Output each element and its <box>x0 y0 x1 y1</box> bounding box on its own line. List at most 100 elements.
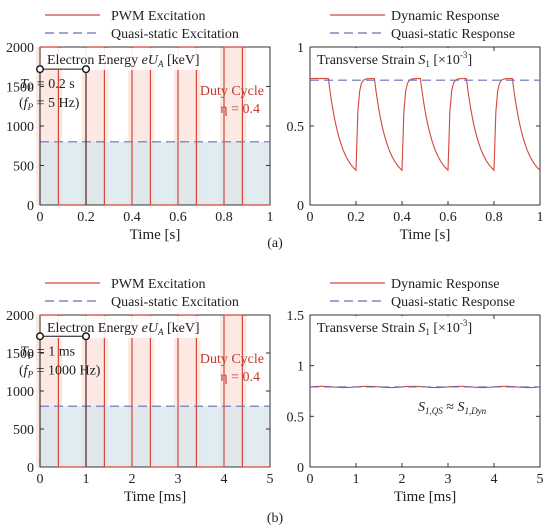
duty-cycle-value: η = 0.4 <box>220 102 260 117</box>
y-tick-label: 2000 <box>6 41 34 56</box>
x-tick-label: 3 <box>175 472 182 487</box>
chart-transverse-strain-a: 0 0.2 0.4 0.6 0.8 1 0 0.5 1 Time [s] Transverse St… <box>287 41 544 243</box>
title-symbol: S <box>418 321 425 336</box>
title-backing <box>311 316 481 338</box>
title-unit: [keV] <box>163 53 199 68</box>
x-tick-label: 4 <box>491 472 498 487</box>
y-tick-label: 500 <box>13 423 34 438</box>
x-tick-label: 0.6 <box>439 210 457 225</box>
quasi-static-area <box>40 141 270 205</box>
duty-cycle-value: η = 0.4 <box>220 370 260 385</box>
title-subscript: 1 <box>425 327 430 337</box>
duty-cycle-label: Duty Cycle <box>200 352 264 367</box>
x-tick-label: 0.8 <box>485 210 503 225</box>
title-text: Transverse Strain <box>317 321 418 336</box>
y-tick-label: 0.5 <box>287 120 305 135</box>
x-tick-label: 2 <box>399 472 406 487</box>
chart-transverse-strain-b: 0 1 2 3 4 5 0 0.5 1 1.5 Time [ms] Transverse Strain… <box>287 309 544 505</box>
frequency-label: (fP = 1000 Hz) <box>19 363 101 379</box>
equation-symbol: S <box>418 400 425 415</box>
frequency-subscript: P <box>27 369 34 379</box>
title-bracket: ] <box>467 53 472 68</box>
y-tick-label: 0.5 <box>287 410 305 425</box>
y-tick-label: 2000 <box>6 309 34 324</box>
legend-b-right: Dynamic Response Quasi-static Response <box>330 277 515 310</box>
period-marker-end <box>81 332 90 341</box>
x-axis-label: Time [ms] <box>394 489 456 505</box>
x-tick-label: 0.4 <box>393 210 411 225</box>
y-tick-label: 0 <box>297 199 304 214</box>
title-superscript: -3 <box>460 318 468 328</box>
plot-title: Transverse Strain S1 [×10-3] <box>317 50 472 69</box>
equation-symbol: S <box>457 400 464 415</box>
equation-subscript: 1,Dyn <box>464 406 486 416</box>
frequency-symbol: f <box>24 96 30 111</box>
y-tick-label: 1 <box>297 41 304 56</box>
x-tick-label: 0.4 <box>123 210 141 225</box>
x-tick-label: 4 <box>221 472 228 487</box>
legend-b-right-dynamic-label: Dynamic Response <box>391 277 499 292</box>
legend-b-left-pwm-label: PWM Excitation <box>111 277 206 292</box>
legend-a-left-quasi-label: Quasi-static Excitation <box>111 27 239 42</box>
plot-title: Electron Energy eUA [keV] <box>47 53 200 69</box>
x-tick-label: 3 <box>445 472 452 487</box>
equation-label: S1,QS ≈ S1,Dyn <box>418 400 487 416</box>
x-tick-label: 1 <box>267 210 274 225</box>
period-value: = 0.2 s <box>33 77 74 92</box>
y-tick-label: 0 <box>297 461 304 476</box>
legend-a-left: PWM Excitation Quasi-static Excitation <box>45 9 239 42</box>
period-marker-start <box>36 65 45 74</box>
legend-a-right-dynamic-label: Dynamic Response <box>391 9 499 24</box>
quasi-static-area <box>40 406 270 467</box>
frequency-open: ( <box>19 363 24 378</box>
title-unit: [×10 <box>430 321 460 336</box>
title-text: Electron Energy <box>47 53 142 68</box>
y-tick-label: 0 <box>27 199 34 214</box>
y-tick-label: 0 <box>27 461 34 476</box>
legend-b-right-quasi-label: Quasi-static Response <box>391 295 515 310</box>
frequency-symbol: f <box>24 363 30 378</box>
frequency-open: ( <box>19 96 24 111</box>
x-axis-label: Time [ms] <box>124 489 186 505</box>
legend-b-left: PWM Excitation Quasi-static Excitation <box>45 277 239 310</box>
plot-title: Transverse Strain S1 [×10-3] <box>317 318 472 337</box>
plot-frame <box>309 314 541 468</box>
title-backing <box>41 316 208 338</box>
frequency-subscript: P <box>27 102 34 112</box>
frequency-value: = 5 Hz) <box>33 96 80 111</box>
title-bracket: ] <box>467 321 472 336</box>
frequency-value: = 1000 Hz) <box>33 363 101 378</box>
period-symbol: T <box>20 77 29 92</box>
legend-a-left-pwm-label: PWM Excitation <box>111 9 206 24</box>
plot-frame <box>309 46 541 206</box>
title-text: Transverse Strain <box>317 53 418 68</box>
equation-approx: ≈ <box>443 400 458 415</box>
x-tick-label: 0.2 <box>347 210 365 225</box>
title-symbol: S <box>418 53 425 68</box>
x-tick-label: 1 <box>353 472 360 487</box>
frequency-label: (fP = 5 Hz) <box>19 96 80 112</box>
title-unit: [×10 <box>430 53 460 68</box>
title-superscript: -3 <box>460 50 468 60</box>
y-tick-label: 1.5 <box>287 309 305 324</box>
x-tick-label: 0 <box>307 210 314 225</box>
x-tick-label: 5 <box>537 472 544 487</box>
title-subscript: A <box>157 327 164 337</box>
period-symbol: T <box>20 344 29 359</box>
title-text: Electron Energy <box>47 321 142 336</box>
y-tick-label: 1500 <box>6 81 34 96</box>
y-tick-label: 1 <box>297 360 304 375</box>
x-tick-label: 5 <box>267 472 274 487</box>
x-axis-label: Time [s] <box>130 227 181 243</box>
title-subscript: 1 <box>425 59 430 69</box>
x-tick-label: 0 <box>307 472 314 487</box>
y-tick-label: 500 <box>13 160 34 175</box>
chart-electron-energy-a: 0 0.2 0.4 0.6 0.8 1 0 500 1000 1500 2000 Time [s] El… <box>6 41 274 243</box>
y-tick-label: 1000 <box>6 385 34 400</box>
y-tick-label: 1000 <box>6 120 34 135</box>
duty-cycle-label: Duty Cycle <box>200 84 264 99</box>
title-unit: [keV] <box>163 321 199 336</box>
legend-b-left-quasi-label: Quasi-static Excitation <box>111 295 239 310</box>
title-symbol: eU <box>142 53 159 68</box>
